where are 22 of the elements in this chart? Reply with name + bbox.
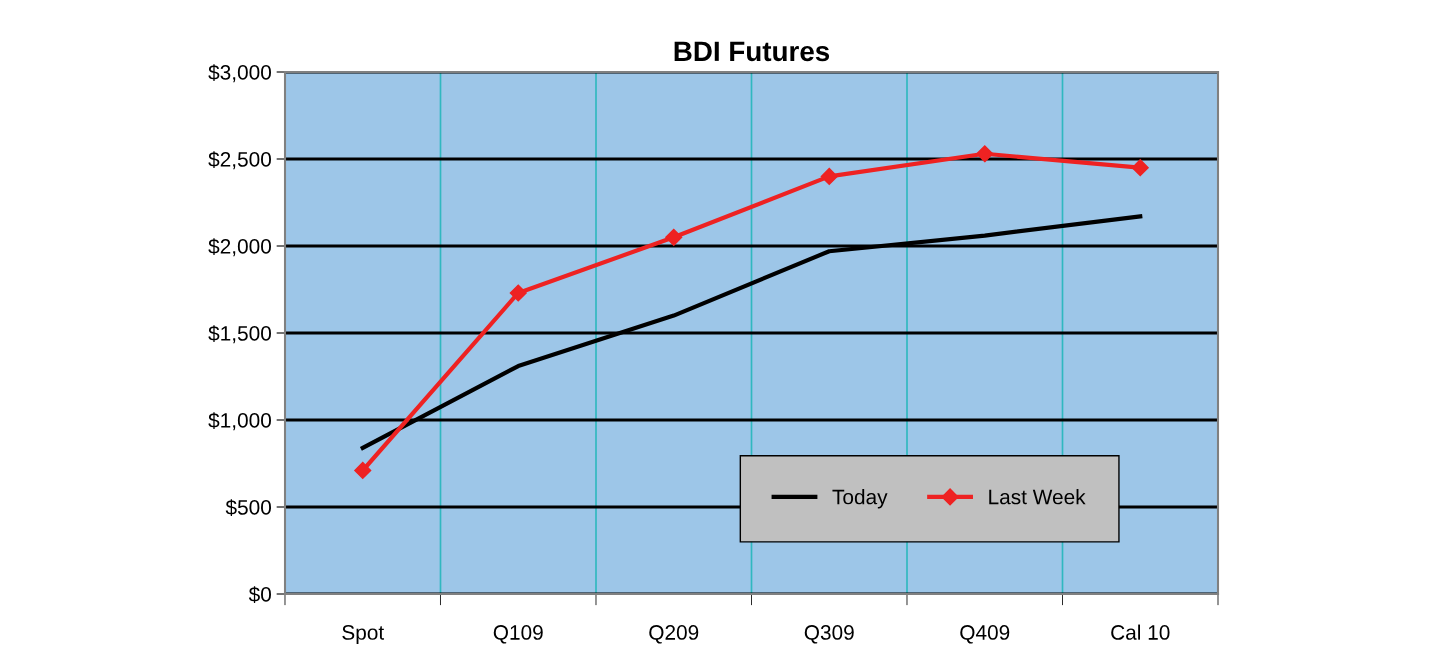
y-tick-label: $3,000 [208,64,271,83]
chart-title: BDI Futures [674,41,830,62]
legend-label: Today [832,489,888,509]
x-tick-label: Q209 [649,625,699,644]
y-tick-label: $2,500 [208,151,271,170]
y-tick-label: $1,500 [208,325,271,344]
y-tick-label: $500 [225,499,271,516]
point [509,284,527,302]
x-tick-label: Q409 [960,625,1010,644]
x-tick-label: Q109 [493,625,543,644]
point [665,228,683,246]
point [354,461,372,480]
y-tick-label: $2,000 [208,238,271,257]
legend-label: Last Week [989,489,1086,505]
x-tick-label: Cal 10 [1111,624,1170,640]
x-tick-label: Q309 [804,625,854,644]
y-tick-label: $1,000 [208,412,271,431]
point [976,145,994,163]
point [820,167,838,185]
point [1131,159,1149,177]
x-tick-label: Spot [342,625,385,644]
y-tick-label: $0 [248,586,271,603]
